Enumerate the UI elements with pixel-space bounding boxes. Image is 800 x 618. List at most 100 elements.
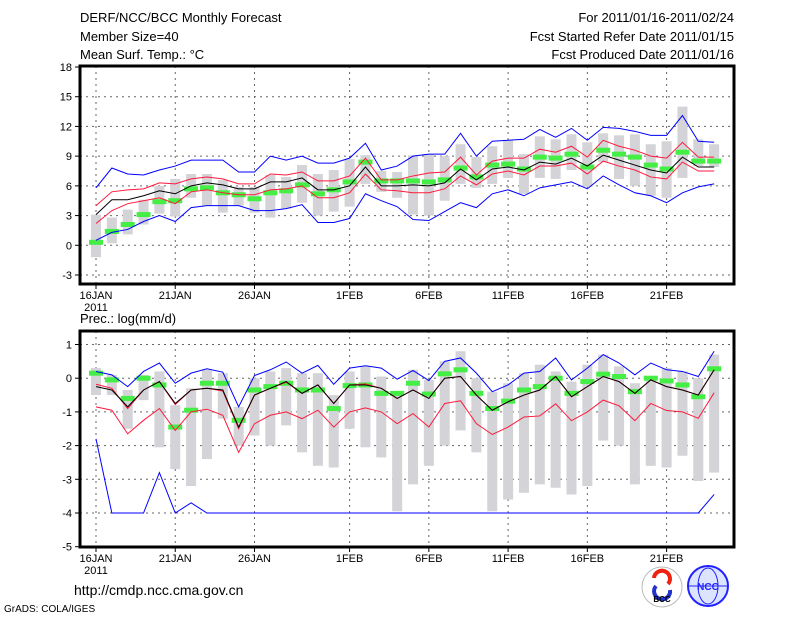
series-line-lower bbox=[95, 160, 715, 224]
ensemble-median-mark bbox=[295, 182, 310, 188]
y-tick-label: -2 bbox=[62, 441, 72, 453]
ensemble-range-box bbox=[265, 174, 276, 218]
ensemble-median-mark bbox=[469, 390, 484, 396]
ensemble-median-mark bbox=[501, 398, 516, 404]
x-tick-label: 11FEB bbox=[492, 553, 525, 565]
ensemble-median-mark bbox=[247, 387, 262, 393]
x-tick-label: 6FEB bbox=[415, 290, 443, 302]
ensemble-median-mark bbox=[707, 366, 722, 372]
x-tick-label: 1FEB bbox=[336, 290, 364, 302]
ensemble-median-mark bbox=[89, 370, 103, 376]
x-tick-label: 16FEB bbox=[571, 290, 605, 302]
ensemble-median-mark bbox=[643, 375, 658, 381]
ensemble-median-mark bbox=[263, 384, 278, 390]
ensemble-median-mark bbox=[659, 378, 674, 384]
ensemble-median-mark bbox=[580, 379, 595, 385]
ensemble-range-box bbox=[392, 171, 403, 198]
ensemble-range-box bbox=[455, 351, 466, 431]
ensemble-range-box bbox=[550, 371, 561, 488]
ensemble-range-box bbox=[201, 369, 212, 460]
ensemble-median-mark bbox=[564, 151, 579, 157]
y-tick-label: 12 bbox=[60, 121, 72, 133]
ensemble-range-box bbox=[582, 364, 593, 487]
ensemble-range-box bbox=[518, 154, 529, 194]
ensemble-median-mark bbox=[406, 178, 420, 184]
chart-title: DERF/NCC/BCC Monthly Forecast bbox=[80, 10, 282, 25]
ensemble-range-box bbox=[265, 371, 276, 446]
ensemble-median-mark bbox=[437, 371, 452, 377]
temperature-panel: 18 15 12 9 6 3 0 -3 16JAN 21JAN 26JAN 1FEB 6FEB 11FEB… bbox=[60, 62, 736, 314]
ensemble-range-box bbox=[186, 388, 197, 487]
ensemble-range-box bbox=[138, 374, 149, 401]
ensemble-range-box bbox=[709, 144, 720, 168]
ensemble-range-box bbox=[91, 214, 101, 258]
ensemble-median-mark bbox=[501, 161, 516, 167]
series-line-mean bbox=[95, 369, 715, 429]
ensemble-median-mark bbox=[120, 221, 135, 227]
ensemble-median-mark bbox=[485, 406, 500, 412]
member-size: Member Size=40 bbox=[80, 29, 179, 44]
forecast-produced-date: Fcst Produced Date 2011/01/16 bbox=[551, 47, 734, 62]
ensemble-range-box bbox=[693, 139, 704, 167]
ensemble-median-mark bbox=[152, 199, 167, 205]
ensemble-median-mark bbox=[691, 158, 706, 164]
ensemble-median-mark bbox=[199, 185, 214, 191]
ensemble-median-mark bbox=[247, 196, 262, 202]
y-tick-label: 0 bbox=[66, 240, 72, 252]
ensemble-median-mark bbox=[279, 188, 294, 194]
ensemble-median-mark bbox=[627, 154, 642, 160]
ensemble-median-mark bbox=[136, 375, 151, 381]
ensemble-median-mark bbox=[612, 374, 627, 380]
x-tick-label: 26JAN bbox=[238, 553, 271, 565]
series-line-max bbox=[95, 350, 715, 408]
ensemble-range-box bbox=[629, 383, 640, 485]
ensemble-range-box bbox=[281, 368, 292, 426]
ensemble-median-mark bbox=[675, 149, 690, 155]
ensemble-median-mark bbox=[580, 164, 595, 170]
ensemble-range-box bbox=[91, 368, 101, 396]
series-line-upper bbox=[95, 139, 715, 207]
x-year-label: 2011 bbox=[84, 302, 108, 314]
ensemble-median-mark bbox=[89, 239, 103, 245]
ensemble-range-box bbox=[423, 379, 434, 466]
ensemble-median-mark bbox=[596, 147, 611, 153]
ensemble-median-mark bbox=[691, 394, 706, 400]
ensemble-median-mark bbox=[358, 159, 373, 165]
ensemble-median-mark bbox=[453, 367, 468, 373]
ensemble-median-mark bbox=[421, 179, 436, 185]
ensemble-median-mark bbox=[279, 380, 294, 386]
ensemble-range-box bbox=[503, 140, 514, 178]
y-tick-label: 15 bbox=[60, 92, 72, 104]
ensemble-median-mark bbox=[295, 387, 310, 393]
ensemble-median-mark bbox=[104, 228, 119, 234]
ensemble-range-box bbox=[360, 366, 371, 448]
ensemble-median-mark bbox=[390, 178, 405, 184]
ensemble-median-mark bbox=[199, 380, 214, 386]
ensemble-median-mark bbox=[104, 377, 119, 383]
x-tick-label: 16JAN bbox=[79, 553, 112, 565]
ensemble-median-mark bbox=[374, 390, 389, 396]
source-url[interactable]: http://cmdp.ncc.cma.gov.cn bbox=[74, 582, 244, 598]
ensemble-median-mark bbox=[548, 375, 563, 381]
ensemble-median-mark bbox=[310, 387, 325, 393]
ensemble-range-box bbox=[344, 371, 355, 429]
ensemble-range-box bbox=[170, 178, 181, 217]
x-year-label: 2011 bbox=[84, 565, 108, 577]
ensemble-range-box bbox=[106, 374, 117, 396]
ensemble-median-mark bbox=[627, 389, 642, 395]
ensemble-range-box bbox=[297, 373, 308, 453]
grads-credit: GrADS: COLA/IGES bbox=[4, 604, 96, 615]
ensemble-median-mark bbox=[675, 382, 690, 388]
x-tick-label: 26JAN bbox=[238, 290, 271, 302]
ensemble-range-box bbox=[217, 373, 228, 419]
ensemble-range-box bbox=[614, 135, 625, 179]
y-tick-label: 18 bbox=[60, 62, 72, 74]
y-tick-label: -3 bbox=[62, 474, 72, 486]
plot-frame bbox=[78, 64, 736, 286]
ensemble-range-box bbox=[423, 154, 434, 216]
ensemble-range-box bbox=[645, 378, 656, 466]
ensemble-range-box bbox=[518, 373, 529, 493]
y-tick-label: -4 bbox=[62, 508, 72, 520]
series-line-lower bbox=[95, 392, 715, 454]
